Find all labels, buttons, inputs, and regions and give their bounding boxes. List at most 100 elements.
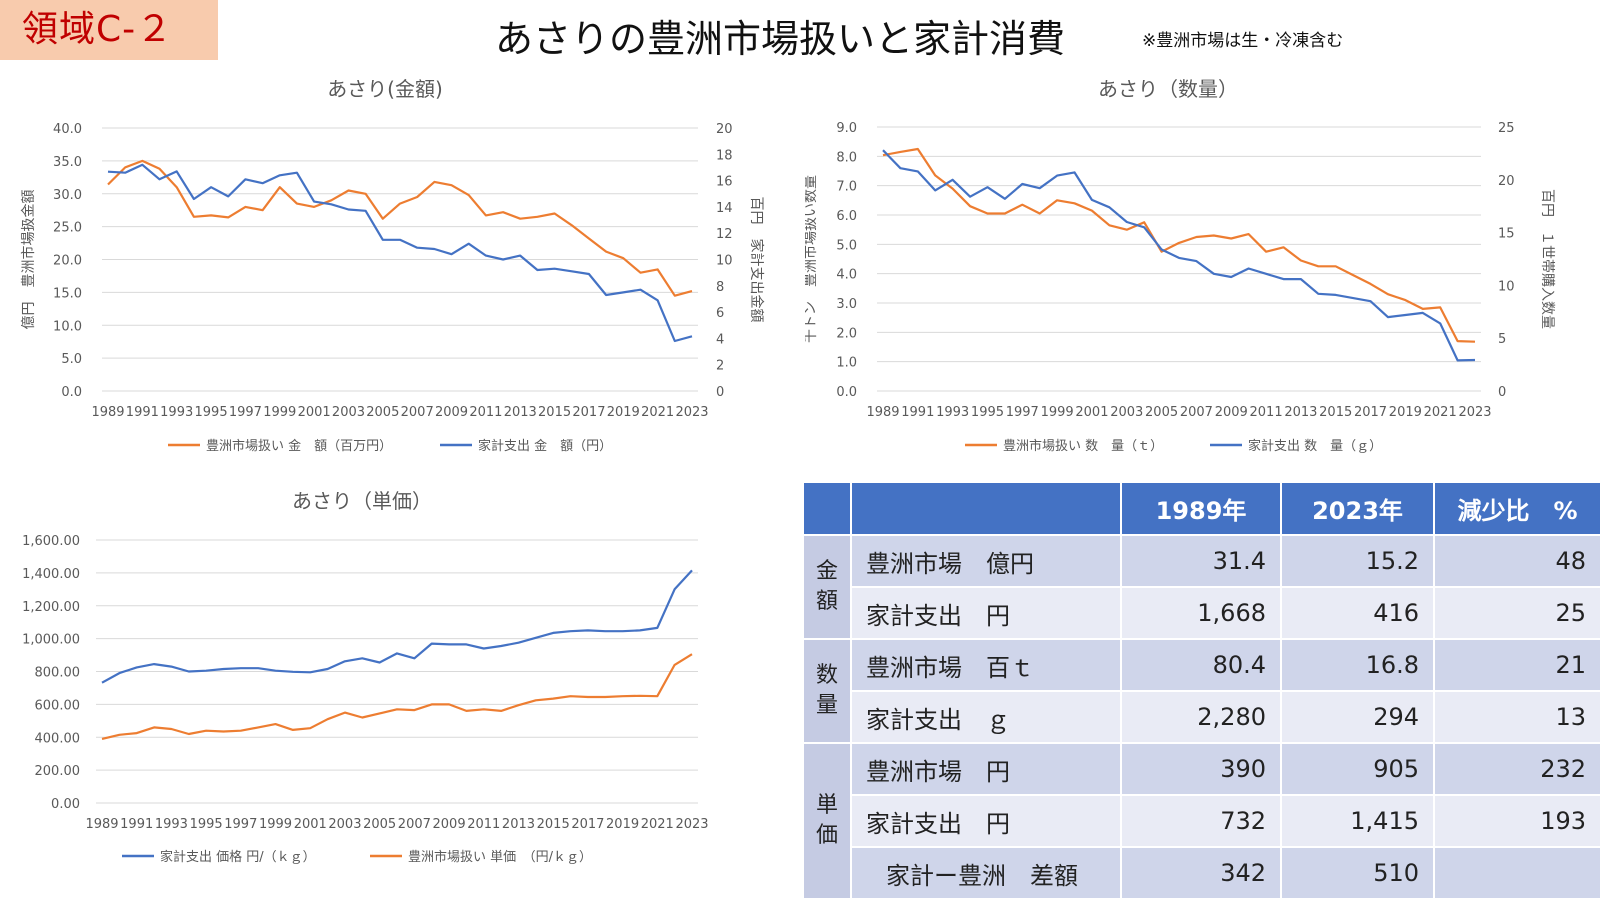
table-row: 単価豊洲市場 円 390 905 232 — [802, 742, 1600, 900]
x-tick-label: 2015 — [537, 817, 570, 832]
series-line — [101, 653, 693, 740]
y-tick-label: 7.0 — [836, 180, 857, 195]
y-right-tick-label: 14 — [716, 201, 733, 216]
row-label-cell: 家計ー豊洲 差額 — [850, 846, 1122, 900]
category-cell: 金額 — [802, 534, 852, 640]
x-tick-label: 2003 — [332, 405, 365, 420]
y-right-tick-label: 6 — [716, 306, 724, 321]
table-row: 家計支出 ｇ 2,280 294 13 — [803, 690, 1600, 744]
ratio-cell: 232 — [1433, 742, 1600, 796]
category-char: 数 — [815, 663, 838, 688]
x-tick-label: 1995 — [971, 405, 1004, 420]
x-tick-label: 2005 — [363, 817, 396, 832]
y-tick-label: 2.0 — [836, 326, 857, 341]
x-tick-label: 2001 — [1075, 405, 1108, 420]
x-tick-label: 2017 — [1354, 405, 1387, 420]
y-right-tick-label: 0 — [716, 385, 724, 400]
y-tick-label: 800.00 — [35, 666, 81, 681]
x-tick-label: 2017 — [571, 817, 604, 832]
y-right-tick-label: 2 — [716, 359, 724, 374]
x-tick-label: 2011 — [469, 405, 502, 420]
x-tick-label: 1991 — [126, 405, 159, 420]
ratio-cell: 25 — [1433, 586, 1600, 640]
chart-price: あさり（単価） 0.00 200.00 400.00 600.00 800.00 1,000… — [0, 488, 790, 893]
x-tick-label: 2021 — [641, 405, 674, 420]
x-tick-label: 2011 — [467, 817, 500, 832]
value-2023-cell: 905 — [1280, 742, 1435, 796]
y-axis-label-left: 千トン 豊洲市場扱い数量 — [805, 175, 819, 343]
ratio-cell: 21 — [1433, 638, 1600, 692]
y-tick-label: 8.0 — [836, 150, 857, 165]
x-tick-label: 2015 — [538, 405, 571, 420]
x-tick-label: 2007 — [1180, 405, 1213, 420]
table-row: 家計支出 円 1,668 416 25 — [803, 586, 1600, 640]
x-tick-label: 1991 — [120, 817, 153, 832]
y-right-tick-label: 10 — [1498, 279, 1515, 294]
y-tick-label: 15.0 — [53, 286, 82, 301]
x-tick-label: 2021 — [1424, 405, 1457, 420]
ratio-cell: 48 — [1433, 534, 1600, 588]
y-tick-label: 4.0 — [836, 268, 857, 283]
value-2023-cell: 294 — [1280, 690, 1435, 744]
series-line — [882, 147, 1476, 343]
x-tick-label: 2019 — [607, 405, 640, 420]
series-line — [107, 163, 693, 343]
legend-label: 豊洲市場扱い 金 額（百万円） — [206, 438, 392, 454]
value-1989-cell: 342 — [1120, 846, 1282, 900]
x-tick-label: 2019 — [606, 817, 639, 832]
summary-table: 1989年 2023年 減少比 % 金額豊洲市場 億円 31.4 15.2 48 家計支… — [802, 481, 1600, 900]
chart-quantity: あさり（数量） 0.0 1.0 2.0 3.0 4.0 5.0 6.0 7.0 8.0 9.0 0 5 1… — [805, 70, 1600, 470]
x-tick-label: 1999 — [259, 817, 292, 832]
y-right-tick-label: 8 — [716, 280, 724, 295]
y-tick-label: 0.0 — [61, 385, 82, 400]
ratio-cell: 193 — [1433, 794, 1600, 848]
x-tick-label: 2017 — [572, 405, 605, 420]
table-row: 数量豊洲市場 百ｔ 80.4 16.8 21 — [802, 638, 1600, 744]
value-2023-cell: 416 — [1280, 586, 1435, 640]
x-tick-label: 1993 — [160, 405, 193, 420]
x-tick-label: 2019 — [1389, 405, 1422, 420]
table-row: 金額豊洲市場 億円 31.4 15.2 48 — [802, 534, 1600, 640]
table-row: 家計支出 円 732 1,415 193 — [803, 794, 1600, 848]
row-label-cell: 豊洲市場 円 — [850, 742, 1122, 796]
chart-price-svg: あさり（単価） 0.00 200.00 400.00 600.00 800.00 1,000… — [22, 489, 708, 865]
value-2023-cell: 15.2 — [1280, 534, 1435, 588]
y-right-tick-label: 18 — [716, 148, 733, 163]
y-right-tick-label: 20 — [716, 122, 733, 137]
legend-label: 豊洲市場扱い 単価 （円/ｋｇ） — [408, 849, 592, 865]
y-right-tick-label: 16 — [716, 175, 733, 190]
x-tick-label: 1997 — [229, 405, 262, 420]
x-tick-label: 2011 — [1250, 405, 1283, 420]
x-tick-label: 2023 — [1458, 405, 1491, 420]
y-right-tick-label: 4 — [716, 332, 724, 347]
y-tick-label: 35.0 — [53, 155, 82, 170]
y-tick-label: 1,400.00 — [22, 567, 80, 582]
y-tick-label: 400.00 — [35, 731, 81, 746]
category-cell: 単価 — [802, 742, 852, 900]
chart-amount: あさり(金額) 0.0 5.0 10.0 15.0 20.0 25.0 30.0 35.0 40.… — [0, 70, 790, 470]
x-tick-label: 2009 — [435, 405, 468, 420]
header-cell — [802, 481, 852, 536]
y-tick-label: 1,000.00 — [22, 633, 80, 648]
y-axis-label-left: 億円 豊洲市場扱金額 — [20, 190, 37, 330]
x-tick-label: 2009 — [1215, 405, 1248, 420]
y-right-tick-label: 15 — [1498, 227, 1515, 242]
x-tick-label: 1991 — [901, 405, 934, 420]
area-tag: 領域C-２ — [0, 0, 218, 60]
y-right-tick-label: 5 — [1498, 332, 1506, 347]
chart-amount-svg: あさり(金額) 0.0 5.0 10.0 15.0 20.0 25.0 30.0 35.0 40.… — [20, 77, 765, 454]
category-char: 金 — [815, 559, 838, 584]
x-tick-label: 1989 — [85, 817, 118, 832]
y-tick-label: 20.0 — [53, 254, 82, 269]
header-cell: 1989年 — [1120, 481, 1282, 536]
header-cell: 減少比 % — [1433, 481, 1600, 536]
x-tick-label: 2013 — [504, 405, 537, 420]
y-tick-label: 1,200.00 — [22, 600, 80, 615]
category-char: 価 — [815, 823, 838, 848]
y-tick-label: 25.0 — [53, 221, 82, 236]
x-tick-label: 2003 — [1110, 405, 1143, 420]
legend-label: 豊洲市場扱い 数 量（ｔ） — [1003, 438, 1163, 454]
x-tick-label: 2013 — [502, 817, 535, 832]
series-line — [882, 149, 1476, 362]
x-tick-label: 1989 — [866, 405, 899, 420]
